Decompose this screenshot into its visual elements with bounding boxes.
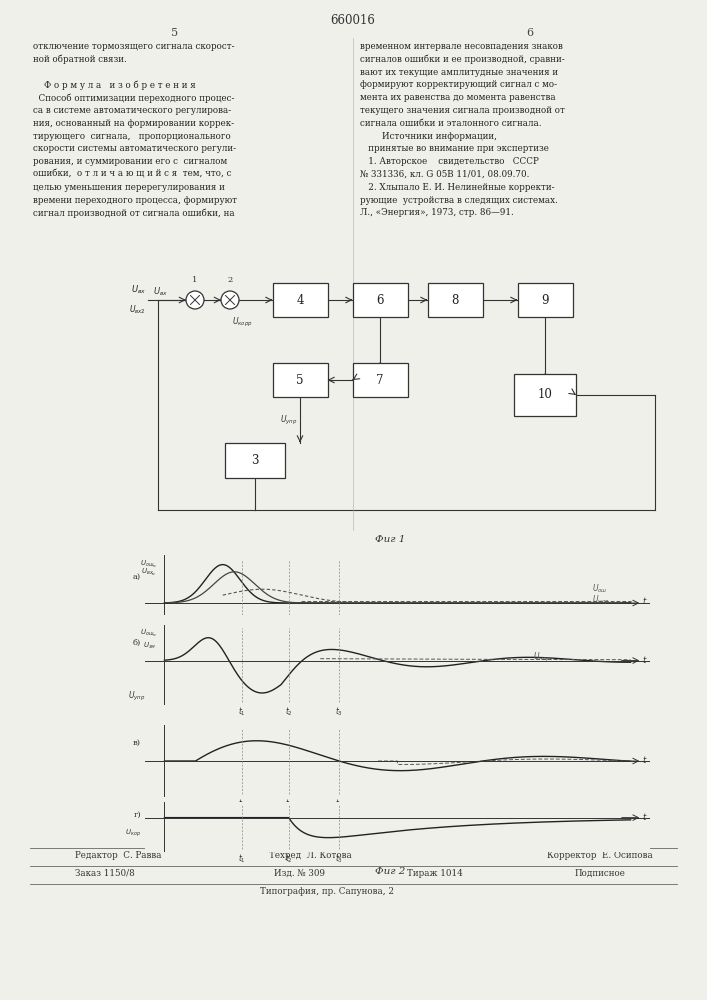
Bar <box>353 283 407 317</box>
Text: $U_{корр}$: $U_{корр}$ <box>232 316 252 329</box>
Text: са в системе автоматического регулирова-: са в системе автоматического регулирова- <box>33 106 231 115</box>
Text: $t_1$: $t_1$ <box>238 853 246 865</box>
Text: формируют корректирующий сигнал с мо-: формируют корректирующий сигнал с мо- <box>360 80 557 89</box>
Text: 1. Авторское    свидетельство   СССР: 1. Авторское свидетельство СССР <box>360 157 539 166</box>
Text: 6: 6 <box>527 28 534 38</box>
Text: $t_1$: $t_1$ <box>238 706 246 718</box>
Bar <box>428 283 482 317</box>
Text: $U_{кор}$: $U_{кор}$ <box>125 828 141 839</box>
Text: $U_{вх}$: $U_{вх}$ <box>131 284 146 296</box>
Text: Техред  Л. Котова: Техред Л. Котова <box>269 851 351 860</box>
Text: тирующего  сигнала,   пропорционального: тирующего сигнала, пропорционального <box>33 132 230 141</box>
Text: $U_{упр}$: $U_{упр}$ <box>279 413 297 427</box>
Text: $U_{упр}$: $U_{упр}$ <box>127 690 145 703</box>
Text: сигналов ошибки и ее производной, сравни-: сигналов ошибки и ее производной, сравни… <box>360 55 565 64</box>
Text: Тираж 1014: Тираж 1014 <box>407 869 463 878</box>
Text: 8: 8 <box>451 294 459 306</box>
Text: скорости системы автоматического регули-: скорости системы автоматического регули- <box>33 144 236 153</box>
Text: $t_2$: $t_2$ <box>285 706 293 718</box>
Text: $t$: $t$ <box>642 654 648 665</box>
Text: текущего значения сигнала производной от: текущего значения сигнала производной от <box>360 106 565 115</box>
Text: Способ оптимизации переходного процес-: Способ оптимизации переходного процес- <box>33 93 235 103</box>
Text: б): б) <box>133 639 141 647</box>
Bar <box>514 374 576 416</box>
Text: времени переходного процесса, формируют: времени переходного процесса, формируют <box>33 196 237 205</box>
Text: ной обратной связи.: ной обратной связи. <box>33 55 127 64</box>
Text: $U_{ош_м}$: $U_{ош_м}$ <box>139 559 157 570</box>
Bar <box>272 283 327 317</box>
Text: принятые во внимание при экспертизе: принятые во внимание при экспертизе <box>360 144 549 153</box>
Text: Подписное: Подписное <box>575 869 626 878</box>
Text: мента их равенства до момента равенства: мента их равенства до момента равенства <box>360 93 556 102</box>
Text: 9: 9 <box>542 294 549 306</box>
Text: 5: 5 <box>171 28 179 38</box>
Text: 660016: 660016 <box>331 14 375 27</box>
Text: $U_{вх_м}$: $U_{вх_м}$ <box>141 567 157 578</box>
Text: $U_{нор}$: $U_{нор}$ <box>592 594 609 607</box>
Text: Источники информации,: Источники информации, <box>360 132 497 141</box>
Text: $U_{вх}$: $U_{вх}$ <box>153 286 168 298</box>
Text: Изд. № 309: Изд. № 309 <box>274 869 325 878</box>
Text: 1: 1 <box>192 276 198 284</box>
Text: $t_1$: $t_1$ <box>238 798 246 810</box>
Text: № 331336, кл. G 05В 11/01, 08.09.70.: № 331336, кл. G 05В 11/01, 08.09.70. <box>360 170 530 179</box>
Bar <box>353 363 407 397</box>
Text: в): в) <box>133 739 141 747</box>
Text: Типография, пр. Сапунова, 2: Типография, пр. Сапунова, 2 <box>260 887 394 896</box>
Text: 5: 5 <box>296 373 304 386</box>
Bar <box>518 283 573 317</box>
Text: $t$: $t$ <box>642 595 648 606</box>
Text: Составитель Т. Нефедова: Составитель Т. Нефедова <box>292 835 414 844</box>
Text: $t_3$: $t_3$ <box>335 853 343 865</box>
Text: Корректор  Е. Осипова: Корректор Е. Осипова <box>547 851 653 860</box>
Text: 6: 6 <box>376 294 384 306</box>
Circle shape <box>221 291 239 309</box>
Text: сигнала ошибки и эталонного сигнала.: сигнала ошибки и эталонного сигнала. <box>360 119 542 128</box>
Text: $t$: $t$ <box>642 754 648 765</box>
Text: рующие  устройства в следящих системах.: рующие устройства в следящих системах. <box>360 196 558 205</box>
Text: $t_2$: $t_2$ <box>285 798 293 810</box>
Text: $t_2$: $t_2$ <box>285 853 293 865</box>
Text: Редактор  С. Равва: Редактор С. Равва <box>75 851 161 860</box>
Text: $U_{зм}$: $U_{зм}$ <box>144 641 157 651</box>
Text: Фиг 1: Фиг 1 <box>375 535 405 544</box>
Text: $t_3$: $t_3$ <box>335 798 343 810</box>
Text: временном интервале несовпадения знаков: временном интервале несовпадения знаков <box>360 42 563 51</box>
Text: 2. Хлыпало Е. И. Нелинейные корректи-: 2. Хлыпало Е. И. Нелинейные корректи- <box>360 183 554 192</box>
Text: $t$: $t$ <box>642 812 648 822</box>
Text: 3: 3 <box>251 454 259 466</box>
Bar <box>225 442 285 478</box>
Text: целью уменьшения перерегулирования и: целью уменьшения перерегулирования и <box>33 183 225 192</box>
Text: Л., «Энергия», 1973, стр. 86—91.: Л., «Энергия», 1973, стр. 86—91. <box>360 208 514 217</box>
Text: ошибки,  о т л и ч а ю щ и й с я  тем, что, с: ошибки, о т л и ч а ю щ и й с я тем, что… <box>33 170 231 179</box>
Text: $U_{ош}$: $U_{ош}$ <box>592 583 607 595</box>
Text: сигнал производной от сигнала ошибки, на: сигнал производной от сигнала ошибки, на <box>33 208 235 218</box>
Text: 4: 4 <box>296 294 304 306</box>
Text: $U_{ош_м}$: $U_{ош_м}$ <box>139 628 157 639</box>
Text: $U_{нор}$: $U_{нор}$ <box>534 651 551 664</box>
Text: 2: 2 <box>228 276 233 284</box>
Text: г): г) <box>134 810 141 818</box>
Text: 7: 7 <box>376 373 384 386</box>
Text: Заказ 1150/8: Заказ 1150/8 <box>75 869 135 878</box>
Text: Ф о р м у л а   и з о б р е т е н и я: Ф о р м у л а и з о б р е т е н и я <box>33 80 196 90</box>
Text: рования, и суммировании его с  сигналом: рования, и суммировании его с сигналом <box>33 157 227 166</box>
Bar <box>272 363 327 397</box>
Circle shape <box>186 291 204 309</box>
Text: отключение тормозящего сигнала скорост-: отключение тормозящего сигнала скорост- <box>33 42 235 51</box>
Text: $U_{вx 2}$: $U_{вx 2}$ <box>129 304 146 316</box>
Text: а): а) <box>133 573 141 581</box>
Text: ния, основанный на формировании коррек-: ния, основанный на формировании коррек- <box>33 119 234 128</box>
Text: $t_3$: $t_3$ <box>335 706 343 718</box>
Text: Фиг 2: Фиг 2 <box>375 867 405 876</box>
Text: 10: 10 <box>537 388 552 401</box>
Text: вают их текущие амплитудные значения и: вают их текущие амплитудные значения и <box>360 68 558 77</box>
